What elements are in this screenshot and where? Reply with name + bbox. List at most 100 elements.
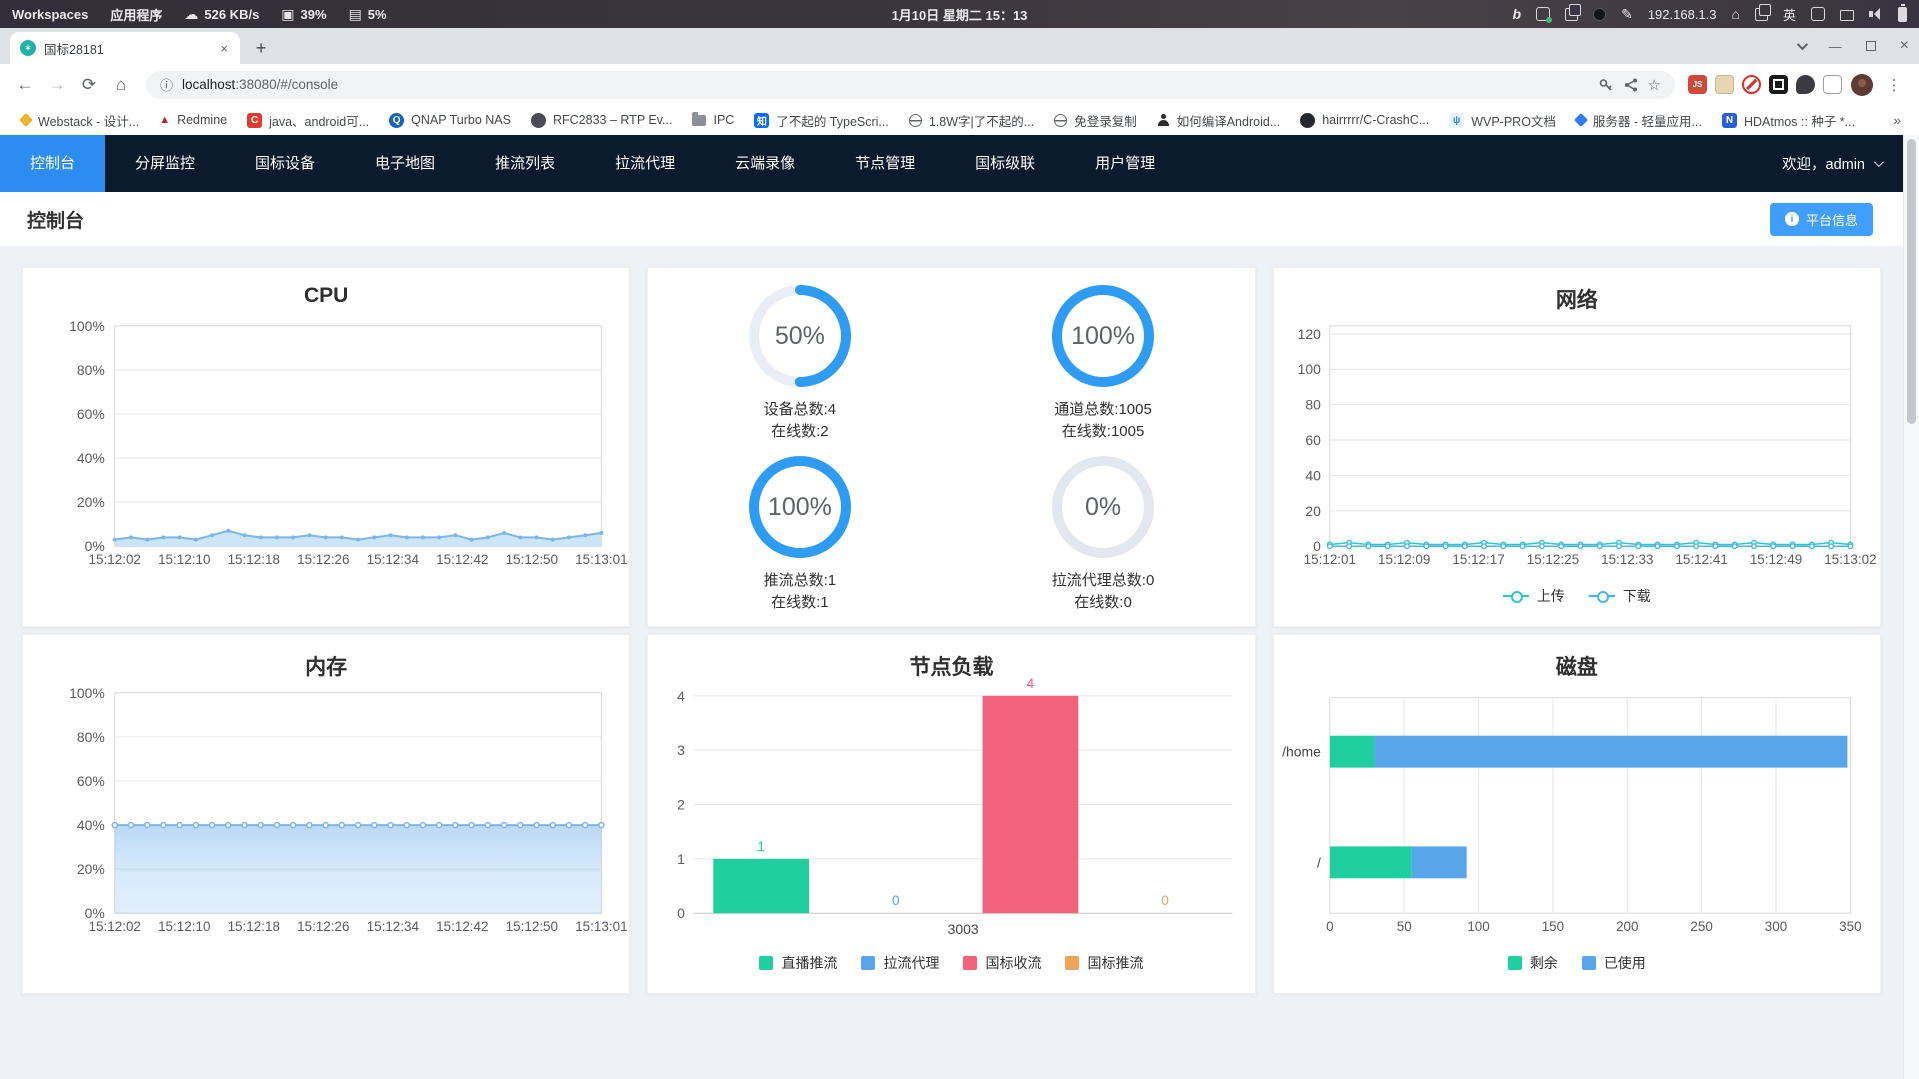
tab-search-icon[interactable] <box>1796 38 1808 51</box>
scrollbar-thumb[interactable] <box>1907 139 1916 424</box>
legend-item[interactable]: 剩余 <box>1507 953 1558 973</box>
window-minimize-button[interactable]: — <box>1828 38 1842 54</box>
bookmark-item[interactable]: Webstack - 设计... <box>12 108 148 133</box>
legend-item[interactable]: 已使用 <box>1581 953 1646 973</box>
bookmark-item[interactable]: IPC <box>683 110 743 130</box>
home-tray-icon[interactable]: ⌂ <box>1731 6 1740 22</box>
back-button[interactable]: ← <box>16 74 34 94</box>
input-method-indicator[interactable]: 英 <box>1782 7 1796 23</box>
share-icon[interactable] <box>1623 77 1639 93</box>
reload-button[interactable]: ⟳ <box>81 74 97 94</box>
memory-icon: ▤ <box>348 5 362 22</box>
nav-item-10[interactable]: 用户管理 <box>1095 155 1156 172</box>
extension-js-icon[interactable]: JS <box>1688 75 1707 94</box>
bookmark-item[interactable]: 服务器 - 轻量应用... <box>1567 108 1711 133</box>
page-scrollbar[interactable] <box>1903 135 1919 1079</box>
new-tab-button[interactable]: + <box>255 37 267 58</box>
bing-tray-icon[interactable]: b <box>1512 6 1522 22</box>
bookmark-item[interactable]: 知了不起的 TypeScri... <box>745 108 898 133</box>
ip-address[interactable]: 192.168.1.3 <box>1647 6 1717 22</box>
legend-item[interactable]: 下载 <box>1588 586 1651 606</box>
bookmarks-overflow-chevron[interactable]: » <box>1893 112 1901 128</box>
bookmark-star-icon[interactable]: ☆ <box>1647 76 1661 94</box>
extension-dark-icon[interactable] <box>1769 75 1788 94</box>
browser-tab[interactable]: ✶ 国标28181 × <box>10 32 240 64</box>
svg-text:120: 120 <box>1297 326 1321 342</box>
window-maximize-button[interactable] <box>1865 41 1876 51</box>
legend-item[interactable]: 国标收流 <box>963 953 1041 973</box>
platform-info-button[interactable]: i 平台信息 <box>1769 202 1873 236</box>
cpu-usage-indicator[interactable]: ▣ 39% <box>281 5 327 22</box>
svg-text:0: 0 <box>1326 919 1333 934</box>
nav-item-4[interactable]: 电子地图 <box>375 155 436 172</box>
bookmark-item[interactable]: 免登录复制 <box>1045 108 1146 133</box>
legend-item[interactable]: 直播推流 <box>759 953 837 973</box>
browser-toolbar: ← → ⟳ ⌂ ⓘ localhost:38080/#/console ☆ JS… <box>0 64 1919 105</box>
home-button[interactable]: ⌂ <box>115 74 127 94</box>
nav-item-6[interactable]: 拉流代理 <box>615 155 676 172</box>
bookmark-item[interactable]: ψ WVP-PRO文档 <box>1440 108 1565 133</box>
nav-item-5[interactable]: 推流列表 <box>495 155 556 172</box>
svg-text:100: 100 <box>1297 361 1321 377</box>
bookmark-item[interactable]: N HDAtmos :: 种子 *... <box>1713 108 1864 133</box>
workspaces-button[interactable]: Workspaces <box>12 6 89 22</box>
nav-item-2[interactable]: 分屏监控 <box>135 155 196 172</box>
extension-adblock-icon[interactable] <box>1742 75 1761 94</box>
nav-item-1[interactable]: 控制台 <box>0 135 106 192</box>
windows-tray-icon[interactable] <box>1754 3 1771 21</box>
clock[interactable]: 1月10日 星期二 15：13 <box>891 7 1028 23</box>
bookmark-item[interactable]: Q QNAP Turbo NAS <box>380 110 520 131</box>
svg-text:15:12:34: 15:12:34 <box>367 919 420 934</box>
compose-tray-icon[interactable] <box>1811 7 1825 21</box>
disk-chart: 0 50 100 150 200 250 300 350/home / <box>1282 697 1861 934</box>
memory-chart-title: 内存 <box>305 656 348 679</box>
nav-item-3[interactable]: 国标设备 <box>255 155 316 172</box>
nav-item-8[interactable]: 节点管理 <box>855 155 916 172</box>
user-menu[interactable]: 欢迎，admin <box>1782 153 1903 174</box>
bookmark-label: 免登录复制 <box>1074 114 1137 129</box>
extension-panel-icon[interactable] <box>1823 75 1842 94</box>
svg-text:15:12:42: 15:12:42 <box>436 552 488 567</box>
legend-item[interactable]: 上传 <box>1502 586 1565 606</box>
legend-marker <box>1581 956 1596 970</box>
window-close-button[interactable]: × <box>1899 37 1909 54</box>
memory-usage-indicator[interactable]: ▤ 5% <box>348 5 387 22</box>
clipboard-tray-icon[interactable] <box>1565 3 1582 21</box>
network-speed-indicator[interactable]: ☁ 526 KB/s <box>184 5 260 22</box>
extension-helper-icon[interactable] <box>1715 75 1734 94</box>
screenshot-tray-icon[interactable] <box>1593 7 1607 21</box>
volume-icon[interactable] <box>1869 8 1883 20</box>
extensions-puzzle-icon[interactable] <box>1796 75 1815 94</box>
bookmark-item[interactable]: hairrrrr/C-CrashC... <box>1291 110 1438 131</box>
svg-text:1: 1 <box>758 838 766 854</box>
svg-text:20%: 20% <box>77 494 105 510</box>
svg-text:0: 0 <box>892 892 900 908</box>
bookmark-item[interactable]: RFC2833 – RTP Ev... <box>522 110 682 131</box>
bookmark-item[interactable]: 如何编译Android... <box>1148 108 1290 133</box>
bookmark-item[interactable]: ▲ Redmine <box>150 110 236 130</box>
bookmark-item[interactable]: 1.8W字|了不起的... <box>900 108 1043 133</box>
battery-icon[interactable] <box>1898 3 1907 22</box>
pen-tray-icon[interactable]: ✎ <box>1621 5 1633 22</box>
display-tray-icon[interactable] <box>1840 9 1854 21</box>
legend-label: 国标收流 <box>985 955 1042 971</box>
forward-button[interactable]: → <box>48 74 66 94</box>
svg-text:40: 40 <box>1305 467 1321 483</box>
main-navbar: 控制台 分屏监控 国标设备 电子地图 推流列表 拉流代理 云端录像 节点管理 国标级联 用户管理 … <box>0 135 1903 192</box>
applications-button[interactable]: 应用程序 <box>110 7 163 23</box>
address-bar[interactable]: ⓘ localhost:38080/#/console ☆ <box>146 70 1675 99</box>
password-key-icon[interactable] <box>1598 77 1614 93</box>
nav-item-9[interactable]: 国标级联 <box>975 155 1036 172</box>
bookmark-label: QNAP Turbo NAS <box>411 113 511 127</box>
site-info-icon[interactable]: ⓘ <box>160 78 174 93</box>
legend-item[interactable]: 国标推流 <box>1065 953 1143 973</box>
browser-menu-icon[interactable]: ⋮ <box>1886 76 1902 94</box>
nav-item-7[interactable]: 云端录像 <box>735 155 796 172</box>
legend-item[interactable]: 拉流代理 <box>861 953 939 973</box>
profile-avatar[interactable] <box>1851 73 1873 96</box>
app-tray-icon[interactable] <box>1536 7 1553 23</box>
cpu-chart-title: CPU <box>303 284 349 307</box>
bookmark-favicon <box>1157 113 1170 127</box>
tab-close-icon[interactable]: × <box>220 40 228 56</box>
